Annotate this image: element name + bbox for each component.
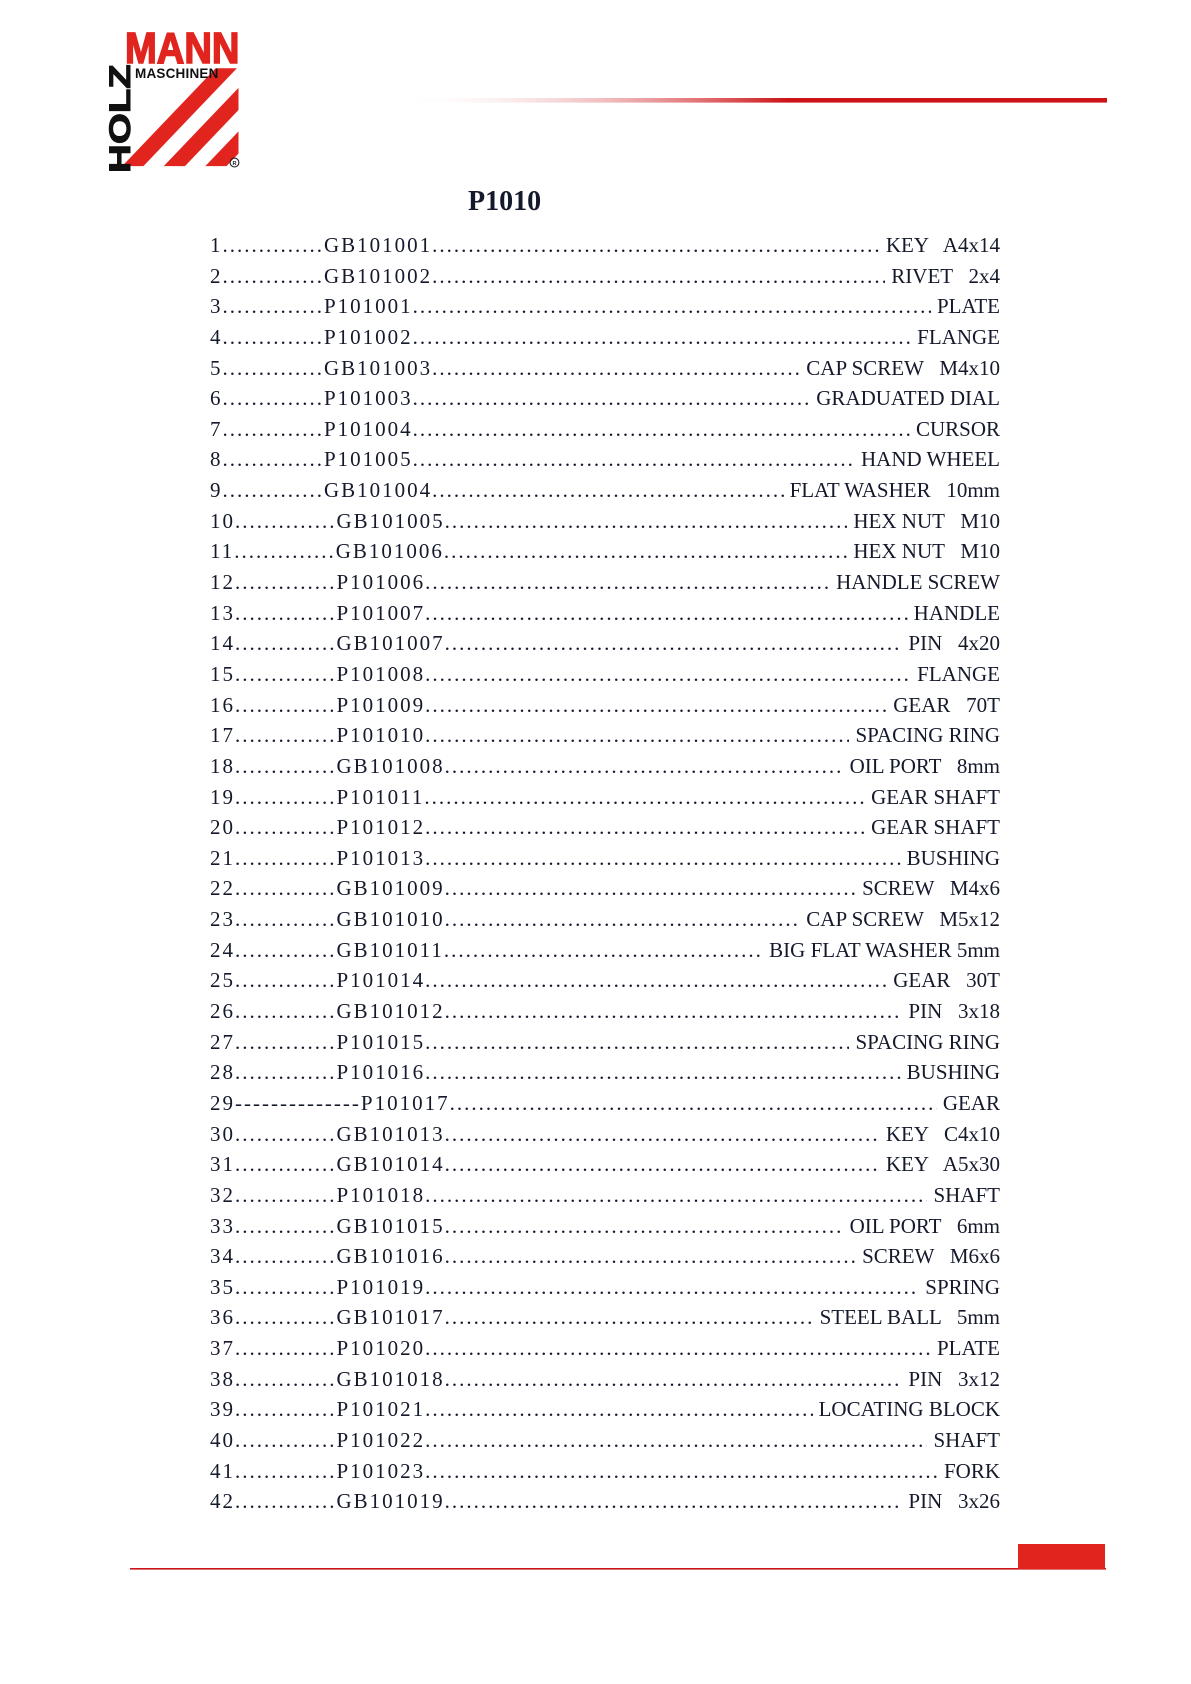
svg-text:R: R	[232, 161, 236, 167]
svg-text:HOLZ: HOLZ	[104, 64, 137, 173]
svg-text:MANN: MANN	[125, 24, 240, 73]
